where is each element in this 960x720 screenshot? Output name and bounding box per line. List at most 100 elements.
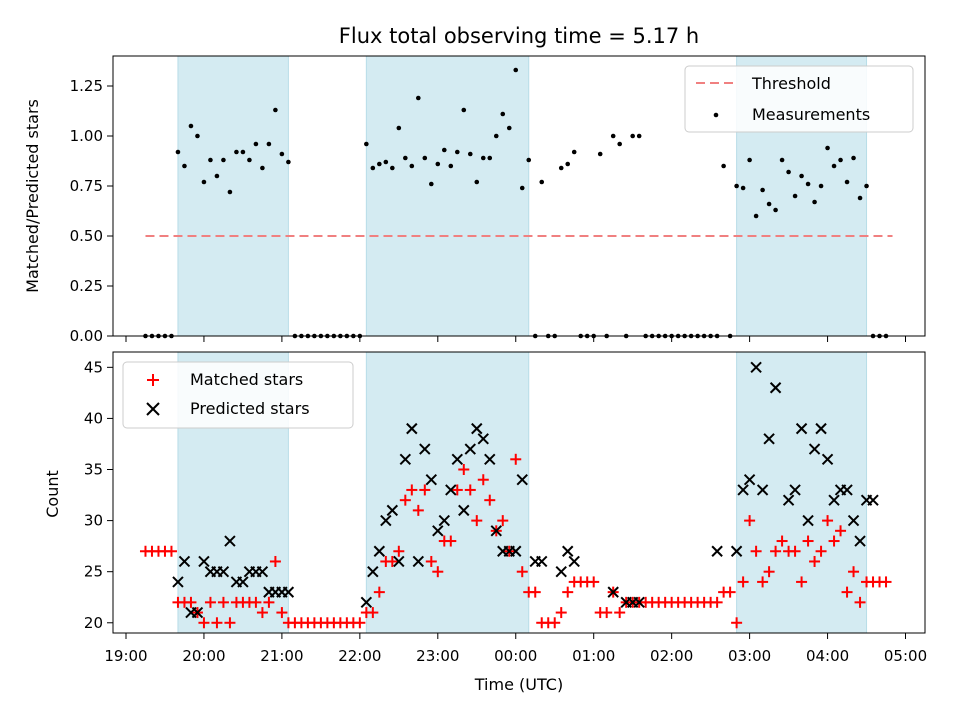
predicted-star-stroke <box>711 545 723 557</box>
predicted-star-point <box>730 545 743 557</box>
measurement-point <box>779 157 785 163</box>
chart-title: Flux total observing time = 5.17 h <box>339 24 699 48</box>
predicted-star-point <box>393 555 405 568</box>
matched-star-point <box>458 464 470 476</box>
predicted-star-point <box>445 484 457 496</box>
predicted-star-point <box>458 504 470 517</box>
predicted-star-point <box>769 382 782 394</box>
measurement-point <box>838 157 843 163</box>
matched-star-point <box>809 555 821 567</box>
predicted-star-stroke <box>451 453 463 465</box>
predicted-star-point <box>432 525 444 537</box>
matched-star-point <box>815 545 827 557</box>
predicted-star-stroke <box>477 433 489 445</box>
measurement-point <box>831 163 837 169</box>
matched-star-point <box>731 617 743 629</box>
predicted-star-stroke <box>795 422 808 435</box>
predicted-star-stroke <box>438 514 451 527</box>
y-tick-label: 45 <box>84 358 103 376</box>
measurement-point <box>857 195 863 201</box>
measurement-point <box>766 201 772 207</box>
matched-star-point <box>854 596 866 608</box>
predicted-star-stroke <box>178 555 191 568</box>
matched-star-point <box>386 555 398 567</box>
matched-star-point <box>484 494 496 506</box>
legend-measurements-label: Measurements <box>752 105 870 124</box>
bottom-legend-frame <box>122 361 354 429</box>
matched-star-point <box>477 474 489 486</box>
predicted-star-stroke <box>471 422 483 435</box>
measurement-point <box>825 145 830 151</box>
matched-star-point <box>419 484 431 496</box>
measurement-point <box>636 133 642 139</box>
top-x-ticks <box>125 336 907 342</box>
predicted-star-point <box>425 474 438 486</box>
matched-star-point <box>601 607 613 619</box>
measurement-point <box>539 179 545 185</box>
measurement-point <box>734 183 739 189</box>
y-tick-label: 1.00 <box>70 127 103 145</box>
predicted-star-point <box>224 535 236 547</box>
predicted-star-point <box>802 514 814 527</box>
measurement-point <box>429 181 434 187</box>
predicted-star-point <box>367 565 379 578</box>
measurement-point <box>467 151 473 157</box>
y-tick-label: 25 <box>84 563 103 581</box>
predicted-star-stroke <box>769 382 782 394</box>
predicted-star-point <box>172 576 184 588</box>
predicted-star-stroke <box>821 453 834 465</box>
predicted-star-point <box>763 433 775 445</box>
predicted-star-point <box>406 422 418 435</box>
matched-star-point <box>549 617 561 629</box>
matched-star-point <box>880 576 892 588</box>
predicted-star-stroke <box>763 433 775 445</box>
predicted-star-stroke <box>458 504 470 517</box>
predicted-star-stroke <box>445 484 457 496</box>
x-axis-label: Time (UTC) <box>474 675 563 694</box>
matched-star-point <box>276 607 288 619</box>
matched-star-point <box>373 586 385 598</box>
predicted-star-point <box>477 433 489 445</box>
measurement-point <box>422 155 428 161</box>
top-legend-frame <box>684 65 914 133</box>
predicted-star-point <box>380 514 392 527</box>
measurement-point <box>740 185 746 191</box>
measurement-point <box>630 133 635 139</box>
x-tick-label: 01:00 <box>572 647 615 665</box>
measurement-point <box>519 185 525 191</box>
predicted-star-point <box>451 453 463 465</box>
measurement-point <box>266 141 272 147</box>
measurement-point <box>565 161 571 167</box>
observing-band-1 <box>177 55 289 337</box>
measurement-point <box>182 163 187 169</box>
predicted-star-stroke <box>789 484 801 496</box>
matched-star-point <box>796 576 808 588</box>
measurement-point <box>201 179 207 185</box>
measurement-point <box>240 149 246 155</box>
y-tick-label: 0.75 <box>70 177 103 195</box>
top-legend: Threshold Measurements <box>684 65 914 133</box>
measurement-point <box>175 149 181 155</box>
measurement-point <box>526 157 532 163</box>
measurement-point <box>506 125 512 131</box>
predicted-star-stroke <box>367 565 379 578</box>
matched-star-point <box>789 545 801 557</box>
legend-predicted-label: Predicted stars <box>190 399 310 418</box>
predicted-star-stroke <box>607 586 619 598</box>
measurement-point <box>864 183 869 189</box>
predicted-star-point <box>191 606 204 619</box>
matched-star-point <box>464 484 476 496</box>
predicted-star-point <box>821 453 834 465</box>
matched-star-point <box>198 617 210 629</box>
measurement-point <box>480 155 486 161</box>
matched-star-point <box>406 484 418 496</box>
predicted-star-stroke <box>406 422 418 435</box>
predicted-star-stroke <box>802 514 814 527</box>
matched-star-point <box>263 596 275 608</box>
measurement-point <box>773 207 778 213</box>
measurement-point <box>571 149 577 155</box>
matched-star-point <box>588 576 600 588</box>
predicted-star-point <box>568 555 580 568</box>
matched-star-point <box>562 586 574 598</box>
measurement-point <box>753 213 759 219</box>
